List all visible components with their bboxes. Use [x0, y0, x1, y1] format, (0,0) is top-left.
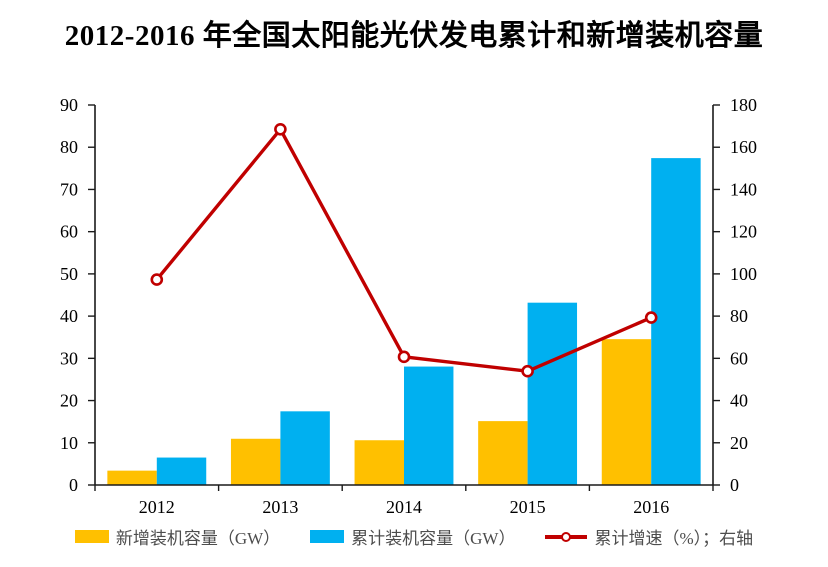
legend-swatch-growth-line: [545, 531, 588, 543]
left-axis-tick-label: 80: [60, 137, 78, 157]
x-axis-category-label: 2014: [386, 497, 422, 517]
bar-new-2015: [478, 421, 528, 485]
x-axis-category-label: 2016: [633, 497, 669, 517]
bar-new-2013: [230, 438, 281, 485]
growth-line-marker-2014: [397, 350, 411, 364]
left-axis-tick-label: 0: [69, 475, 78, 495]
legend-marker-circle-icon: [561, 531, 572, 542]
legend-label-new-capacity: 新增装机容量（GW）: [115, 529, 281, 548]
right-axis-tick-label: 100: [730, 264, 757, 284]
right-axis-tick-label: 140: [730, 179, 757, 199]
right-axis-tick-label: 120: [730, 222, 757, 242]
growth-line: [155, 127, 652, 373]
x-axis-category-label: 2012: [139, 497, 175, 517]
legend-swatch-cumulative-capacity: [310, 530, 345, 543]
left-axis-tick-label: 10: [60, 433, 78, 453]
left-axis-tick-label: 30: [60, 348, 78, 368]
growth-line-marker-2015: [521, 364, 534, 378]
left-axis-tick-label: 60: [60, 222, 78, 242]
right-axis-tick-label: 160: [730, 137, 757, 157]
left-axis-tick-label: 40: [60, 306, 78, 326]
right-axis-tick-label: 180: [730, 95, 757, 115]
left-axis-tick-label: 90: [60, 95, 78, 115]
x-axis-category-label: 2015: [510, 497, 546, 517]
bar-cumulative-2015: [527, 302, 578, 485]
right-axis-tick-label: 80: [730, 306, 748, 326]
right-axis-tick-label: 0: [730, 475, 739, 495]
legend-swatch-new-capacity: [74, 530, 109, 543]
legend-item-growth-rate: 累计增速（%）；右轴: [545, 524, 753, 549]
bar-new-2016: [601, 339, 652, 485]
bar-cumulative-2014: [404, 366, 454, 485]
bar-cumulative-2012: [156, 457, 207, 485]
left-axis-tick-label: 50: [60, 264, 78, 284]
growth-line-marker-2013: [274, 122, 287, 136]
chart-title: 2012-2016 年全国太阳能光伏发电累计和新增装机容量: [64, 20, 764, 52]
bar-new-2014: [354, 440, 404, 485]
growth-line-marker-2012: [150, 273, 164, 286]
left-axis-tick-label: 70: [60, 179, 78, 199]
bar-cumulative-2016: [651, 158, 701, 486]
legend-label-growth-rate: 累计增速（%）；右轴: [594, 529, 754, 548]
x-axis-category-label: 2013: [262, 497, 298, 517]
bar-new-2012: [107, 470, 157, 485]
legend: 新增装机容量（GW） 累计装机容量（GW） 累计增速（%）；右轴: [0, 524, 828, 549]
legend-item-cumulative-capacity: 累计装机容量（GW）: [310, 524, 515, 549]
growth-line-marker-2016: [644, 311, 658, 324]
left-axis-tick-label: 20: [60, 391, 78, 411]
legend-label-cumulative-capacity: 累计装机容量（GW）: [351, 529, 516, 548]
right-axis-tick-label: 20: [730, 433, 748, 453]
bar-cumulative-2013: [280, 411, 330, 485]
right-axis-tick-label: 40: [730, 391, 748, 411]
legend-item-new-capacity: 新增装机容量（GW）: [74, 524, 281, 549]
right-axis-tick-label: 60: [730, 348, 748, 368]
